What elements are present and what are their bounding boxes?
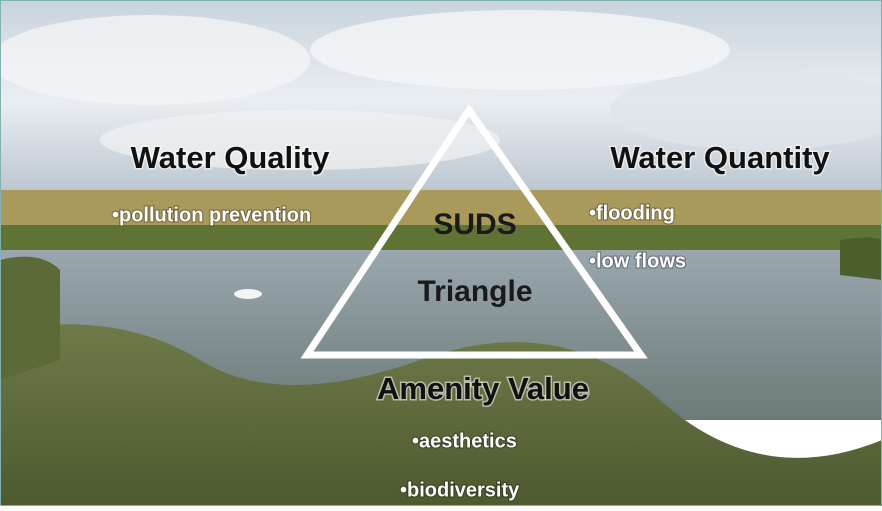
bullet: •aesthetics [412,430,517,452]
bullet: •flooding [589,202,675,224]
bullet: •biodiversity [400,479,520,501]
heading: Water Quantity [610,140,830,175]
center-subtitle: Triangle [417,275,532,308]
heading: Amenity Value [377,371,589,406]
bullet: •low flows [589,250,686,272]
slide: Water Quality •pollution prevention Wate… [0,0,882,506]
bullet: •pollution prevention [112,204,311,226]
heading: Water Quality [131,140,330,175]
center-title: SUDS [433,208,516,241]
